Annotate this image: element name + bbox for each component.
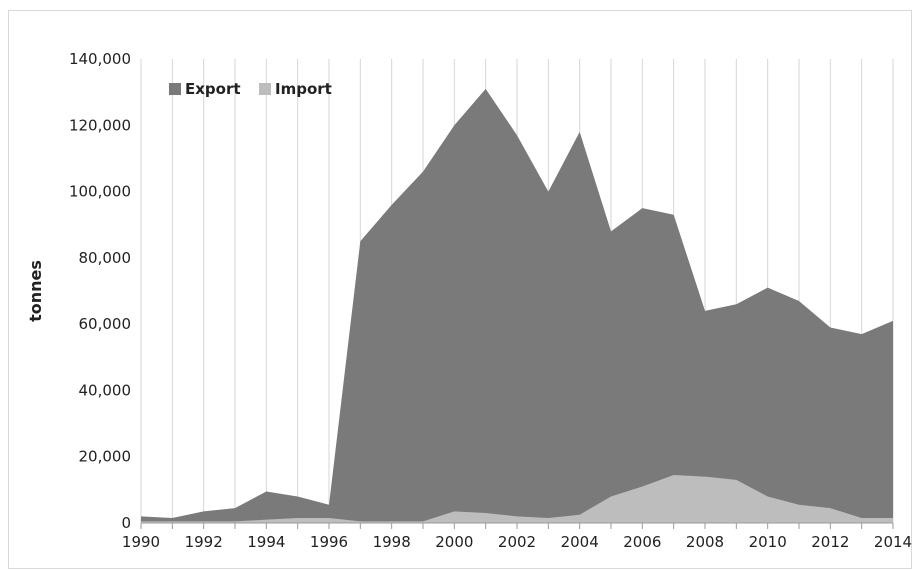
area-export — [141, 88, 893, 523]
x-tick-label: 2010 — [749, 533, 787, 551]
y-tick-label: 140,000 — [69, 50, 131, 68]
y-tick-label: 20,000 — [79, 448, 132, 466]
area-import — [141, 474, 893, 523]
legend-label-import: Import — [275, 80, 332, 98]
legend-swatch-export — [169, 83, 181, 95]
legend: Export Import — [169, 80, 332, 98]
y-tick-label: 60,000 — [79, 315, 132, 333]
x-tick-label: 1990 — [122, 533, 160, 551]
legend-swatch-import — [259, 83, 271, 95]
y-axis-title: tonnes — [26, 260, 45, 322]
label-layer: 0 20,000 40,000 60,000 80,000 100,000 120,000 1… — [69, 50, 912, 551]
y-tick-label: 120,000 — [69, 116, 131, 134]
x-tick-label: 1994 — [247, 533, 285, 551]
x-tick-label: 2014 — [874, 533, 912, 551]
chart-frame: 0 20,000 40,000 60,000 80,000 100,000 120,000 1… — [8, 10, 912, 569]
x-tick-label: 2008 — [686, 533, 724, 551]
x-tick-label: 2002 — [498, 533, 536, 551]
x-tick-label: 1992 — [185, 533, 223, 551]
area-layer — [141, 88, 893, 523]
y-tick-label: 100,000 — [69, 183, 131, 201]
x-tick-label: 2000 — [435, 533, 473, 551]
x-tick-label: 2004 — [561, 533, 599, 551]
y-tick-label: 0 — [121, 514, 131, 532]
y-tick-label: 40,000 — [79, 381, 132, 399]
x-tick-label: 1998 — [373, 533, 411, 551]
x-tick-label: 2006 — [623, 533, 661, 551]
x-tick-label: 1996 — [310, 533, 348, 551]
chart-svg: 0 20,000 40,000 60,000 80,000 100,000 120,000 1… — [26, 50, 912, 551]
x-tick-label: 2012 — [811, 533, 849, 551]
axis-layer — [140, 522, 894, 529]
legend-label-export: Export — [185, 80, 241, 98]
y-tick-label: 80,000 — [79, 249, 132, 267]
